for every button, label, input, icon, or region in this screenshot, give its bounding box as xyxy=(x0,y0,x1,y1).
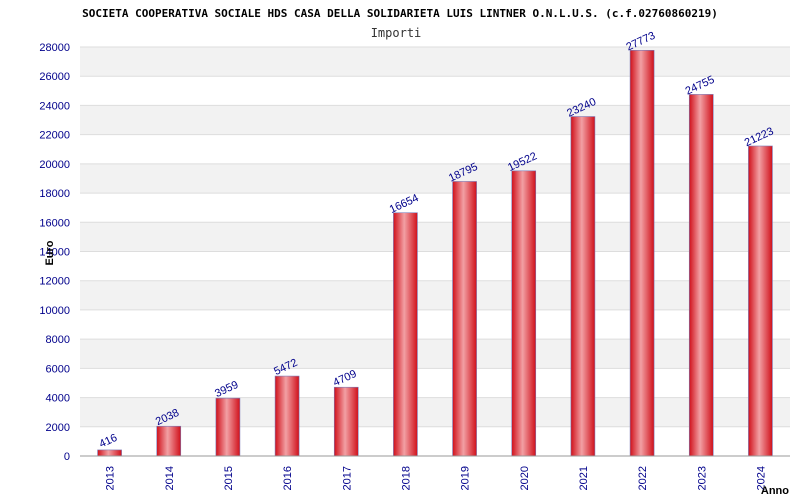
grid-band xyxy=(80,309,790,340)
bar-2016 xyxy=(274,375,300,457)
grid-band xyxy=(80,47,790,77)
y-tick-label: 28000 xyxy=(39,42,70,54)
bar-2015 xyxy=(215,397,241,457)
y-tick-label: 16000 xyxy=(39,217,70,229)
x-tick-label: 2017 xyxy=(341,466,353,490)
chart-subtitle: Importi xyxy=(371,26,422,40)
y-tick-label: 26000 xyxy=(39,71,70,83)
y-tick-label: 0 xyxy=(64,451,70,463)
y-tick-label: 14000 xyxy=(39,247,70,259)
bar-2018 xyxy=(393,212,418,457)
y-tick-label: 12000 xyxy=(39,276,70,288)
bar-2024 xyxy=(748,145,773,457)
x-tick-label: 2022 xyxy=(637,466,649,490)
x-axis-ticks: 2013 2014 2015 2016 2017 2018 2019 2020 2021 2022… xyxy=(105,466,768,490)
gridlines xyxy=(80,46,790,457)
grid-bands xyxy=(80,47,790,456)
y-axis-ticks: 0 2000 4000 6000 8000 10000 12000 14000 16000 180… xyxy=(39,42,70,463)
x-tick-label: 2019 xyxy=(460,466,472,490)
x-axis-label: Anno xyxy=(761,485,789,497)
y-tick-label: 4000 xyxy=(46,393,70,405)
chart-title: SOCIETA COOPERATIVA SOCIALE HDS CASA DEL… xyxy=(82,7,718,20)
grid-band xyxy=(80,134,790,164)
y-tick-label: 20000 xyxy=(39,159,70,171)
x-tick-label: 2023 xyxy=(696,466,708,490)
x-tick-label: 2020 xyxy=(519,466,531,490)
x-tick-label: 2018 xyxy=(400,466,412,490)
grid-band xyxy=(80,368,790,398)
y-tick-label: 18000 xyxy=(39,188,70,200)
bar-2023 xyxy=(688,94,714,457)
grid-band xyxy=(80,76,790,106)
x-tick-label: 2024 xyxy=(755,466,767,490)
x-tick-label: 2015 xyxy=(223,466,235,490)
bar-2017 xyxy=(333,386,359,457)
grid-band xyxy=(80,163,790,194)
x-tick-label: 2016 xyxy=(282,466,294,490)
grid-band xyxy=(80,222,790,252)
bar-2022 xyxy=(629,50,655,457)
grid-band xyxy=(80,193,790,223)
y-axis-label: Euro xyxy=(44,240,56,265)
grid-band xyxy=(80,105,790,135)
y-tick-label: 10000 xyxy=(39,305,70,317)
y-tick-label: 8000 xyxy=(46,334,70,346)
y-tick-label: 2000 xyxy=(46,422,70,434)
grid-band xyxy=(80,397,790,427)
bars xyxy=(97,50,773,457)
x-tick-label: 2021 xyxy=(578,466,590,490)
bar-2020 xyxy=(511,170,537,457)
grid-band xyxy=(80,339,790,369)
bar-2014 xyxy=(156,425,182,457)
y-tick-label: 6000 xyxy=(46,363,70,375)
y-tick-label: 22000 xyxy=(39,130,70,142)
grid-band xyxy=(80,251,790,281)
grid-band xyxy=(80,426,790,456)
bar-2019 xyxy=(452,181,477,457)
bar-2021 xyxy=(570,116,596,457)
x-tick-label: 2013 xyxy=(105,466,117,490)
x-tick-label: 2014 xyxy=(164,466,176,490)
grid-band xyxy=(80,280,790,310)
bar-2013 xyxy=(97,449,122,457)
y-tick-label: 24000 xyxy=(39,100,70,112)
